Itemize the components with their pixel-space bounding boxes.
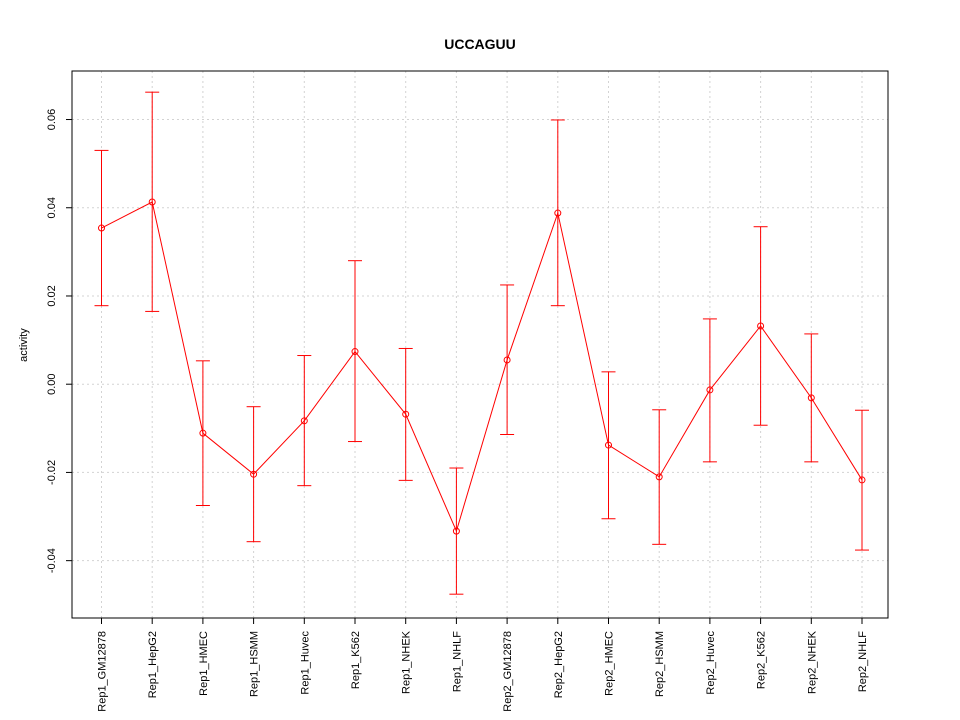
error-bars — [94, 91, 869, 595]
y-tick-label: -0.04 — [46, 548, 58, 573]
x-tick-label: Rep1_HSMM — [249, 631, 261, 697]
data-point — [858, 476, 866, 484]
data-point — [148, 198, 156, 206]
y-tick-label: 0.06 — [46, 109, 58, 130]
x-tick-label: Rep1_HepG2 — [147, 631, 159, 698]
x-tick-label: Rep1_K562 — [350, 631, 362, 689]
x-tick-label: Rep2_HepG2 — [553, 631, 565, 698]
y-axis-label: activity — [18, 328, 30, 362]
series-line — [101, 201, 863, 533]
data-point — [452, 527, 460, 535]
x-tick-label: Rep2_NHEK — [806, 630, 818, 694]
x-tick-label: Rep2_Huvec — [705, 631, 717, 695]
y-tick-label: 0.02 — [46, 285, 58, 306]
data-point — [706, 386, 714, 394]
data-point — [250, 470, 258, 478]
data-point — [503, 356, 511, 364]
x-tick-label: Rep2_GM12878 — [502, 631, 514, 712]
x-tick-label: Rep1_HMEC — [198, 631, 210, 696]
grid — [72, 71, 888, 618]
plot-frame — [71, 70, 889, 619]
data-point — [554, 209, 562, 217]
data-point — [402, 410, 410, 418]
x-tick-label: Rep2_HMEC — [604, 631, 616, 696]
data-point — [757, 322, 765, 330]
x-tick-label: Rep2_K562 — [756, 631, 768, 689]
data-point — [351, 348, 359, 356]
data-point — [655, 473, 663, 481]
y-tick-label: -0.02 — [46, 460, 58, 485]
data-point — [807, 394, 815, 402]
y-tick-label: 0.00 — [46, 373, 58, 394]
x-tick-label: Rep1_Huvec — [299, 631, 311, 695]
x-axis: Rep1_GM12878 Rep1_HepG2 Rep1_HMEC Rep1_HSMM… — [97, 618, 869, 712]
x-tick-label: Rep2_HSMM — [654, 631, 666, 697]
data-points — [98, 198, 866, 535]
chart-title: UCCAGUU — [444, 36, 516, 52]
data-point — [98, 224, 105, 232]
y-tick-label: 0.04 — [46, 197, 58, 218]
data-point — [605, 441, 612, 449]
series-line-group — [101, 201, 863, 533]
x-tick-label: Rep2_NHLF — [857, 631, 869, 692]
x-tick-label: Rep1_NHLF — [451, 631, 463, 692]
y-axis: -0.04 -0.02 0.00 0.02 0.04 0.06 — [46, 109, 72, 573]
data-point — [300, 417, 308, 425]
data-point — [199, 429, 207, 437]
x-tick-label: Rep1_NHEK — [401, 630, 413, 694]
x-tick-label: Rep1_GM12878 — [97, 631, 109, 712]
